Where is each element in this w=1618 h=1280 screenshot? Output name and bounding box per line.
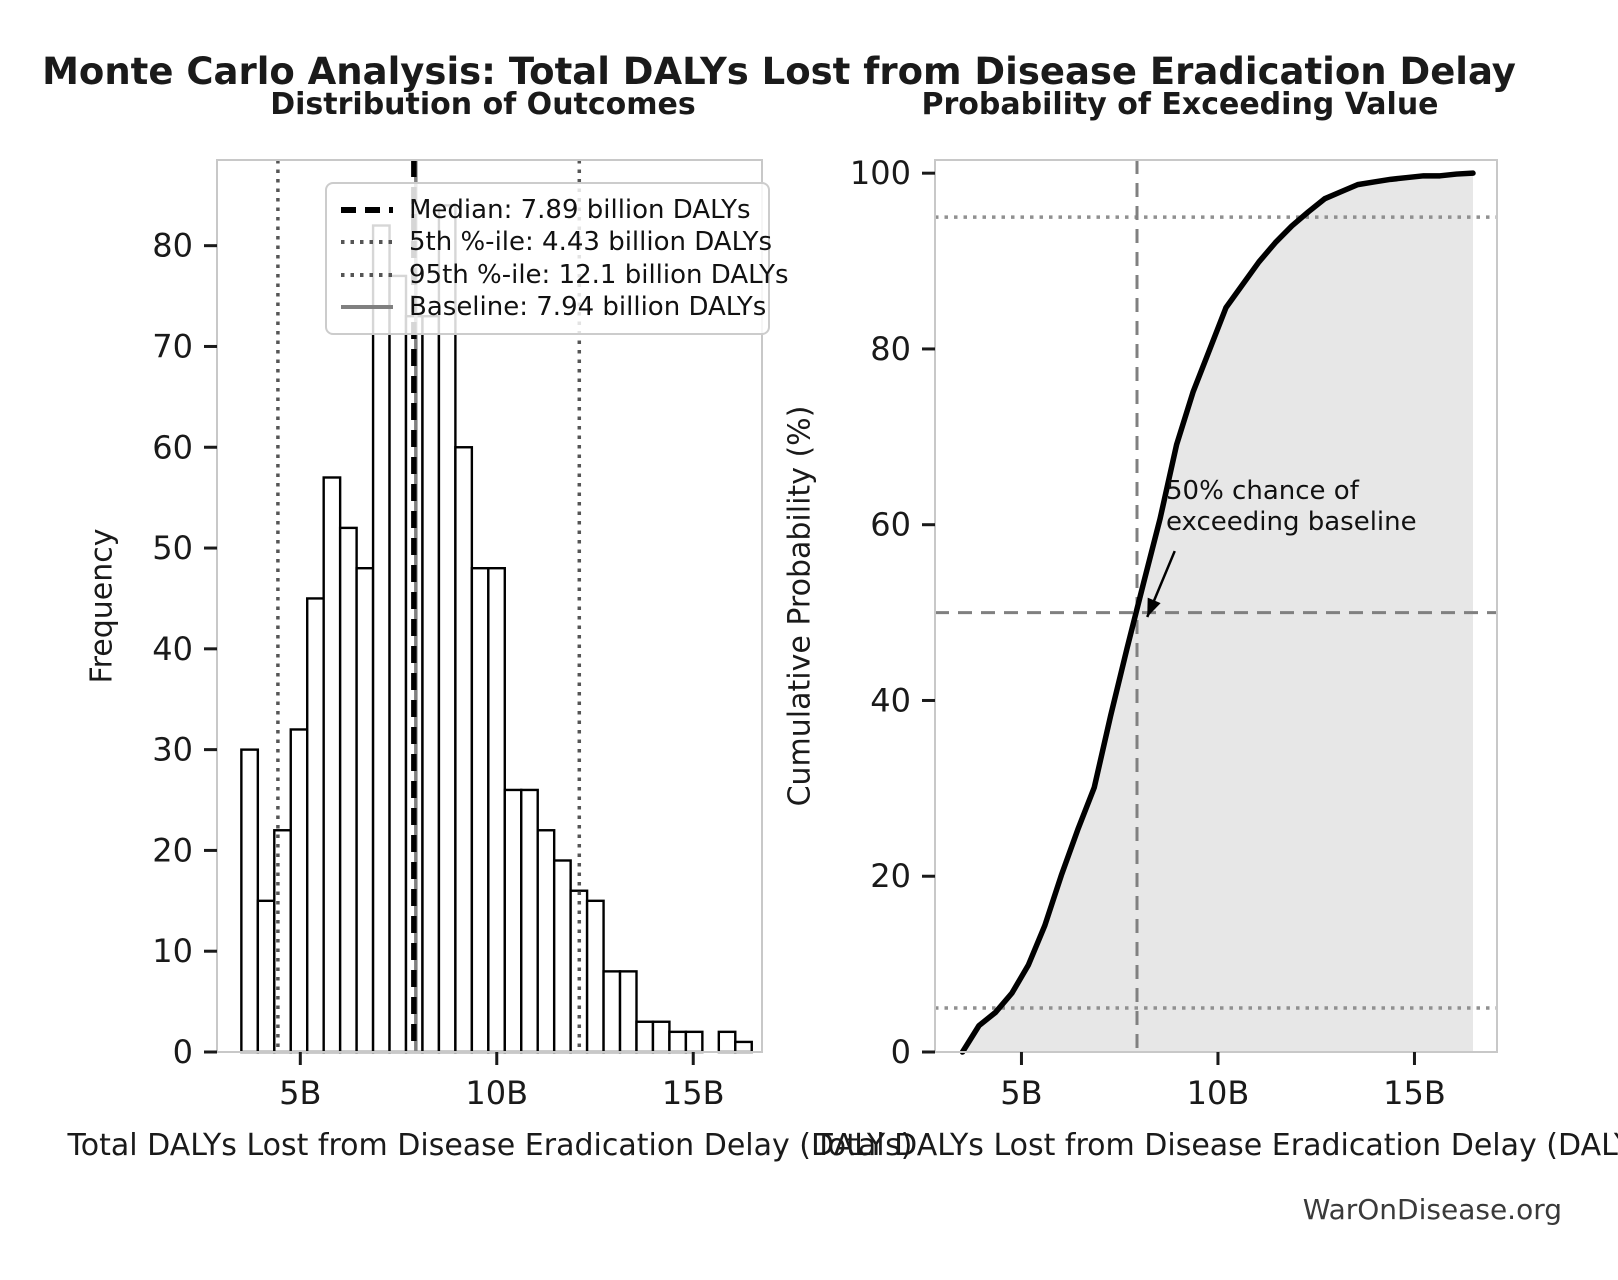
histogram-y-tick-label: 50 [152, 529, 193, 567]
legend-label-5th-percentile: 5th %-ile: 4.43 billion DALYs [409, 227, 773, 258]
histogram-bar [668, 1030, 688, 1054]
baseline-line-sample-icon [341, 304, 393, 309]
histogram-y-tick-label: 30 [152, 731, 193, 769]
cdf-y-tick-label: 80 [870, 330, 911, 368]
histogram-bar [585, 899, 605, 1054]
histogram-bar [520, 788, 539, 1054]
histogram-y-tick-label: 40 [152, 630, 193, 668]
histogram-bar [371, 224, 391, 1054]
histogram-y-tick-label: 70 [152, 327, 193, 365]
histogram-y-tick-label: 80 [152, 227, 193, 265]
histogram-bar [256, 899, 276, 1054]
percentile95-line-sample-icon [341, 272, 393, 277]
histogram-bar [240, 748, 260, 1054]
histogram-bar [552, 859, 572, 1054]
histogram-y-tick-label: 0 [173, 1033, 193, 1071]
cdf-y-tick-label: 100 [850, 154, 911, 192]
cdf-y-tick-label: 60 [870, 506, 911, 544]
histogram-title: Distribution of Outcomes [270, 87, 696, 122]
median-line-sample-icon [341, 207, 393, 213]
histogram-bar [602, 970, 622, 1054]
cdf-x-tick-label: 15B [1383, 1074, 1446, 1112]
histogram-y-tick-label: 10 [152, 932, 193, 970]
histogram-bar [421, 315, 441, 1054]
histogram-bar [355, 567, 375, 1054]
cdf-title: Probability of Exceeding Value [921, 87, 1439, 122]
annotation-arrowhead-icon [1147, 597, 1161, 617]
legend-item-baseline: Baseline: 7.94 billion DALYs [341, 291, 766, 323]
histogram-ylabel: Frequency [84, 528, 120, 684]
percentile5-line-sample-icon [341, 240, 393, 245]
histogram-bar [684, 1030, 704, 1054]
cdf-curve [959, 170, 1476, 1055]
histogram-bar [503, 788, 523, 1054]
cdf-plot-frame [934, 159, 1498, 1053]
watermark: WarOnDisease.org [1302, 1193, 1562, 1226]
cdf-y-tick-label: 20 [870, 857, 911, 895]
histogram-bar [388, 274, 408, 1054]
histogram-y-tick-label: 60 [152, 428, 193, 466]
histogram-bar [338, 526, 358, 1054]
cdf-x-tick-label: 10B [1187, 1074, 1250, 1112]
histogram-plot-frame [216, 159, 763, 1053]
cdf-xlabel: Total DALYs Lost from Disease Eradicatio… [814, 1128, 1618, 1163]
cdf-y-tick-label: 40 [870, 681, 911, 719]
legend-label-median: Median: 7.89 billion DALYs [409, 195, 751, 225]
histogram-bar [289, 728, 309, 1054]
histogram-x-tick-label: 10B [465, 1074, 528, 1112]
legend-label-95th-percentile: 95th %-ile: 12.1 billion DALYs [409, 259, 789, 290]
legend-label-baseline: Baseline: 7.94 billion DALYs [409, 291, 767, 322]
histogram-x-tick-label: 15B [662, 1074, 725, 1112]
histogram-bar [536, 829, 556, 1054]
cdf-ylabel: Cumulative Probability (%) [782, 405, 818, 807]
cdf-annotation: 50% chance of exceeding baseline [1166, 476, 1417, 538]
histogram-x-tick-label: 5B [279, 1074, 321, 1112]
histogram-bar [487, 567, 506, 1054]
histogram-bar [635, 1020, 655, 1054]
histogram-xlabel: Total DALYs Lost from Disease Eradicatio… [67, 1128, 913, 1163]
histogram-bar [717, 1030, 737, 1054]
histogram-bar [322, 476, 342, 1054]
legend-item-95th-percentile: 95th %-ile: 12.1 billion DALYs [341, 259, 789, 291]
legend: Median: 7.89 billion DALYs 5th %-ile: 4.… [325, 182, 789, 335]
annotation-line2: exceeding baseline [1166, 507, 1417, 537]
legend-item-median: Median: 7.89 billion DALYs [341, 194, 754, 226]
histogram-y-tick-label: 20 [152, 831, 193, 869]
histogram-bar [454, 446, 474, 1054]
cdf-y-tick-label: 0 [891, 1033, 911, 1071]
figure-title: Monte Carlo Analysis: Total DALYs Lost f… [42, 50, 1516, 93]
histogram-bar [734, 1040, 753, 1054]
annotation-line1: 50% chance of [1166, 476, 1359, 506]
cdf-x-tick-label: 5B [1000, 1074, 1042, 1112]
histogram-bar [470, 567, 490, 1054]
legend-item-5th-percentile: 5th %-ile: 4.43 billion DALYs [341, 226, 772, 258]
histogram-bar [651, 1020, 671, 1054]
histogram-bar [618, 970, 638, 1054]
histogram-bar [306, 597, 325, 1054]
